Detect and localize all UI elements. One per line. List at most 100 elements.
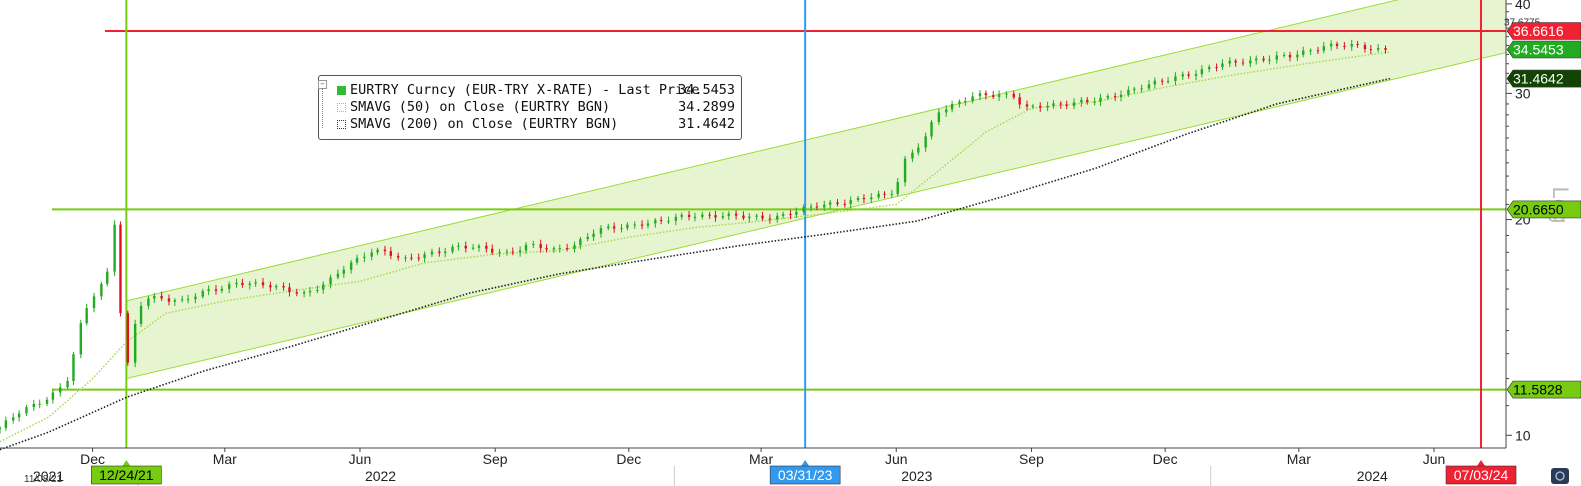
price-candle xyxy=(693,216,697,218)
price-tag-text: 34.5453 xyxy=(1513,41,1564,57)
price-candle xyxy=(186,299,190,301)
date-tag-03/31/23: 03/31/23 xyxy=(769,460,841,485)
price-candle xyxy=(776,215,779,220)
x-tick-label: Dec xyxy=(1153,451,1178,467)
price-candle xyxy=(1052,103,1055,107)
price-candle xyxy=(389,251,393,256)
price-candle xyxy=(1166,81,1170,83)
price-candle xyxy=(558,248,561,250)
price-series-group xyxy=(0,39,1387,434)
price-candle xyxy=(396,255,400,258)
price-candle xyxy=(51,392,55,400)
price-candle xyxy=(1012,93,1015,98)
price-candle xyxy=(1140,88,1143,90)
price-candle xyxy=(254,282,257,284)
price-candle xyxy=(721,216,725,218)
price-candle xyxy=(836,202,839,204)
price-candle xyxy=(524,244,528,251)
price-candle xyxy=(687,214,691,217)
price-tag-text: 11.5828 xyxy=(1513,382,1563,398)
price-tag-box xyxy=(1506,380,1581,399)
price-candle xyxy=(92,296,96,309)
price-candle xyxy=(1194,74,1198,76)
price-candle xyxy=(79,323,83,355)
price-candle xyxy=(1174,76,1177,82)
price-candle xyxy=(984,93,988,96)
price-candle xyxy=(620,228,623,230)
legend-tree-lines: − xyxy=(318,76,327,128)
sma50-swatch-icon xyxy=(337,103,346,112)
price-candle xyxy=(1187,74,1190,76)
x-year-label: 2023 xyxy=(901,468,932,484)
price-candle xyxy=(4,420,8,428)
price-candle xyxy=(363,256,366,258)
price-candle xyxy=(383,249,387,252)
price-candle xyxy=(38,403,41,405)
x-tick-label: Mar xyxy=(749,451,773,467)
price-candle xyxy=(815,206,819,208)
price-candle xyxy=(809,206,813,208)
series-sma200-line xyxy=(0,77,1391,451)
price-candle xyxy=(978,93,982,97)
chart-legend[interactable]: − EURTRY Curncy (EUR-TRY X-RATE) - Last … xyxy=(318,75,742,140)
price-candle xyxy=(66,380,69,388)
price-candle xyxy=(903,158,907,183)
price-candle xyxy=(714,215,717,218)
price-candle xyxy=(498,252,501,254)
price-candle xyxy=(674,216,678,221)
price-candle xyxy=(626,224,629,229)
price-candle xyxy=(282,285,285,288)
price-candle xyxy=(207,289,210,292)
legend-label-sma50: SMAVG (50) on Close (EURTRY BGN) xyxy=(350,99,611,115)
price-candle xyxy=(113,224,116,272)
price-candle xyxy=(748,216,751,219)
legend-label-sma200: SMAVG (200) on Close (EURTRY BGN) xyxy=(350,116,619,132)
channel-lower-line xyxy=(126,52,1506,380)
price-candle xyxy=(917,147,920,153)
price-candle xyxy=(201,291,204,297)
price-candle xyxy=(25,407,28,414)
legend-value-sma50: 34.2899 xyxy=(678,99,735,115)
price-candle xyxy=(505,251,509,253)
price-tag-text: 20.6650 xyxy=(1513,201,1564,217)
price-candle xyxy=(1147,84,1151,89)
price-candle xyxy=(1369,49,1373,51)
price-candle xyxy=(896,182,899,194)
price-candle xyxy=(1106,95,1110,98)
price-candle xyxy=(133,323,137,363)
x-tick-label: Sep xyxy=(483,451,508,467)
price-candle xyxy=(599,228,603,234)
x-tick-label: Jun xyxy=(1423,451,1446,467)
price-candle xyxy=(518,250,522,253)
price-tag-box xyxy=(1506,69,1581,88)
price-candle xyxy=(862,197,866,200)
date-tag-07/03/24: 07/03/24 xyxy=(1445,460,1517,485)
price-candle xyxy=(1356,44,1359,46)
price-candle xyxy=(288,287,291,293)
price-candle xyxy=(890,193,894,195)
price-candle xyxy=(241,282,244,286)
price-candle xyxy=(147,298,150,306)
price-candle xyxy=(342,269,346,274)
price-candle xyxy=(646,223,650,226)
date-tag-arrow xyxy=(801,460,810,466)
price-candle xyxy=(1255,58,1258,61)
price-candle xyxy=(586,236,589,240)
channel-upper-line xyxy=(126,0,1400,302)
price-candle xyxy=(1329,43,1333,47)
date-tag-12/24/21: 12/24/21 xyxy=(91,460,162,485)
x-range-start-label: 11/08/21 xyxy=(24,474,63,485)
corner-settings-icon[interactable] xyxy=(1551,468,1569,484)
x-year-label: 2024 xyxy=(1357,468,1388,484)
price-candle xyxy=(139,305,143,324)
price-candle xyxy=(153,295,156,299)
legend-label-price: EURTRY Curncy (EUR-TRY X-RATE) - Last Pr… xyxy=(350,82,700,98)
price-candle xyxy=(228,284,231,289)
price-candle xyxy=(680,214,683,217)
price-candle xyxy=(316,289,319,291)
price-tag-34.5453: 34.5453 xyxy=(1506,40,1581,59)
price-candle xyxy=(451,246,454,252)
channel-fill xyxy=(126,0,1506,379)
price-tag-text: 36.6616 xyxy=(1513,23,1564,39)
price-candle xyxy=(261,282,265,286)
